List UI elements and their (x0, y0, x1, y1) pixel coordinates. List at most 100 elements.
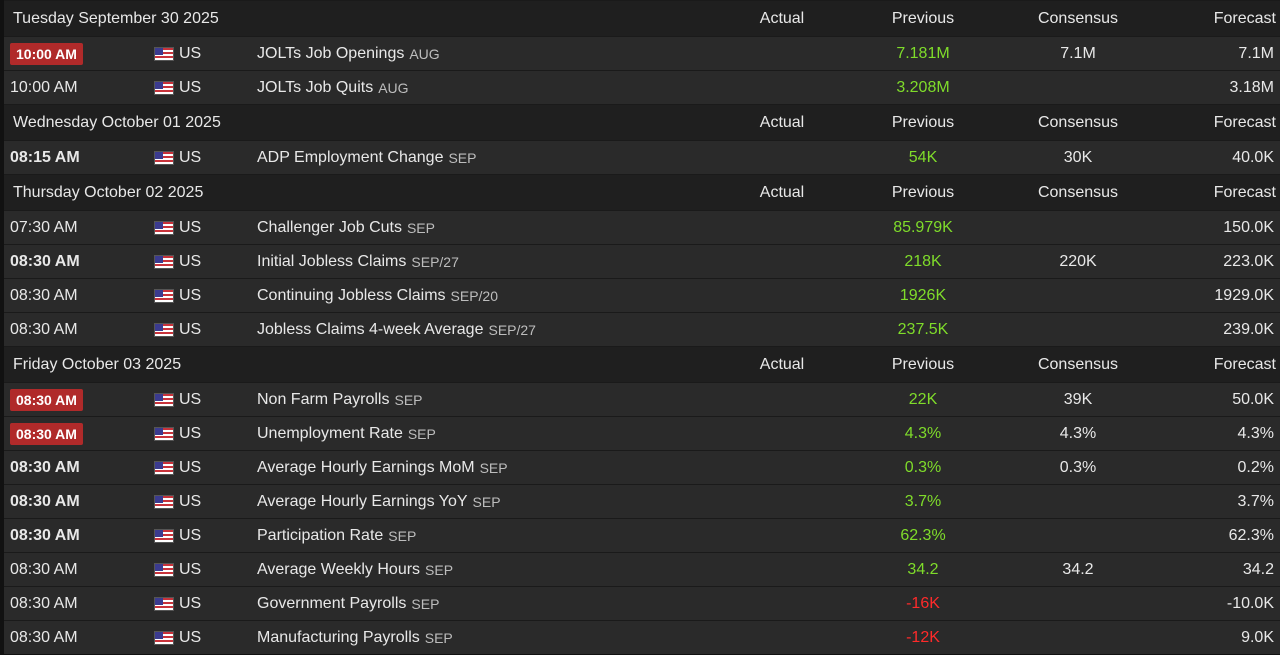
event-forecast: 0.2% (1237, 458, 1274, 476)
event-name[interactable]: Non Farm Payrolls (257, 390, 390, 408)
event-consensus: 220K (1059, 252, 1097, 270)
event-name[interactable]: Government Payrolls (257, 594, 407, 612)
event-row[interactable]: 08:30 AM US Unemployment Rate SEP 4.3% 4.3% 4.… (4, 416, 1280, 450)
event-row[interactable]: 10:00 AM US JOLTs Job Quits AUG 3.208M 3.18M (4, 70, 1280, 104)
event-time-cell: 08:30 AM (10, 587, 78, 620)
event-name[interactable]: Challenger Job Cuts (257, 218, 402, 236)
event-consensus (1004, 313, 1152, 346)
flag-cell (154, 211, 174, 244)
event-name-cell[interactable]: JOLTs Job Quits AUG (257, 71, 409, 104)
event-name-cell[interactable]: Jobless Claims 4-week Average SEP/27 (257, 313, 536, 346)
flag-cell (154, 519, 174, 552)
day-date: Thursday October 02 2025 (13, 183, 204, 201)
event-name[interactable]: Continuing Jobless Claims (257, 286, 446, 304)
event-period: SEP (406, 219, 435, 236)
event-name[interactable]: ADP Employment Change (257, 148, 444, 166)
event-name-cell[interactable]: JOLTs Job Openings AUG (257, 37, 440, 70)
event-name-cell[interactable]: Average Weekly Hours SEP (257, 553, 453, 586)
event-consensus: 39K (1063, 390, 1093, 408)
event-name[interactable]: Average Hourly Earnings YoY (257, 492, 468, 510)
event-forecast: -10.0K (1226, 594, 1274, 612)
event-forecast: 223.0K (1223, 252, 1274, 270)
event-name-cell[interactable]: Average Hourly Earnings YoY SEP (257, 485, 501, 518)
event-name-cell[interactable]: Participation Rate SEP (257, 519, 416, 552)
event-row[interactable]: 08:15 AM US ADP Employment Change SEP 54K 30K… (4, 140, 1280, 174)
event-previous: 237.5K (897, 320, 949, 338)
event-forecast: 3.18M (1229, 78, 1274, 96)
column-previous-header: Previous (891, 9, 955, 27)
day-header: Tuesday September 30 2025 Actual Previous C… (4, 0, 1280, 36)
event-name[interactable]: JOLTs Job Quits (257, 78, 374, 96)
event-row[interactable]: 08:30 AM US Initial Jobless Claims SEP/27 21… (4, 244, 1280, 278)
us-flag-icon (154, 220, 174, 235)
event-name[interactable]: Participation Rate (257, 526, 384, 544)
country-code: US (179, 78, 202, 96)
event-name[interactable]: JOLTs Job Openings (257, 44, 405, 62)
event-previous: 1926K (899, 286, 947, 304)
column-forecast-header: Forecast (1213, 183, 1276, 201)
event-row[interactable]: 08:30 AM US Average Hourly Earnings YoY SEP… (4, 484, 1280, 518)
event-time-cell: 07:30 AM (10, 211, 78, 244)
us-flag-icon (154, 46, 174, 61)
flag-cell (154, 383, 174, 416)
event-forecast: 4.3% (1237, 424, 1274, 442)
day-date: Friday October 03 2025 (13, 355, 182, 373)
event-row[interactable]: 08:30 AM US Average Weekly Hours SEP 34.2 34.… (4, 552, 1280, 586)
event-name-cell[interactable]: Manufacturing Payrolls SEP (257, 621, 453, 654)
event-consensus (1004, 211, 1152, 244)
flag-cell (154, 451, 174, 484)
event-time-cell: 08:30 AM (10, 553, 78, 586)
event-previous: 85.979K (893, 218, 953, 236)
event-consensus: 4.3% (1059, 424, 1097, 442)
event-time: 10:00 AM (10, 78, 78, 96)
event-time-cell: 08:30 AM (10, 451, 80, 484)
event-time: 08:30 AM (10, 286, 78, 304)
country-code: US (179, 526, 202, 544)
event-row[interactable]: 08:30 AM US Manufacturing Payrolls SEP -12K 9… (4, 620, 1280, 654)
event-period: SEP (388, 527, 417, 544)
event-name[interactable]: Unemployment Rate (257, 424, 403, 442)
event-time: 08:30 AM (10, 388, 83, 411)
event-name-cell[interactable]: Challenger Job Cuts SEP (257, 211, 435, 244)
event-name[interactable]: Average Hourly Earnings MoM (257, 458, 475, 476)
event-name[interactable]: Initial Jobless Claims (257, 252, 407, 270)
event-previous: 34.2 (907, 560, 939, 578)
us-flag-icon (154, 494, 174, 509)
event-row[interactable]: 08:30 AM US Continuing Jobless Claims SEP/2… (4, 278, 1280, 312)
event-name[interactable]: Manufacturing Payrolls (257, 628, 420, 646)
event-name-cell[interactable]: Continuing Jobless Claims SEP/20 (257, 279, 498, 312)
column-forecast-header: Forecast (1213, 113, 1276, 131)
event-consensus: 0.3% (1059, 458, 1097, 476)
event-row[interactable]: 07:30 AM US Challenger Job Cuts SEP 85.979K 1… (4, 210, 1280, 244)
event-row[interactable]: 10:00 AM US JOLTs Job Openings AUG 7.181M 7.1… (4, 36, 1280, 70)
column-actual-header: Actual (759, 9, 805, 27)
event-name[interactable]: Average Weekly Hours (257, 560, 421, 578)
event-forecast: 3.7% (1237, 492, 1274, 510)
column-actual-header: Actual (759, 183, 805, 201)
event-actual (704, 587, 860, 620)
us-flag-icon (154, 392, 174, 407)
event-name-cell[interactable]: Average Hourly Earnings MoM SEP (257, 451, 508, 484)
event-period: SEP (424, 629, 453, 646)
event-name-cell[interactable]: Initial Jobless Claims SEP/27 (257, 245, 459, 278)
event-name[interactable]: Jobless Claims 4-week Average (257, 320, 484, 338)
event-name-cell[interactable]: Unemployment Rate SEP (257, 417, 436, 450)
event-actual (704, 37, 860, 70)
event-time: 08:30 AM (10, 628, 78, 646)
event-name-cell[interactable]: Government Payrolls SEP (257, 587, 439, 620)
event-row[interactable]: 08:30 AM US Average Hourly Earnings MoM SEP… (4, 450, 1280, 484)
event-actual (704, 621, 860, 654)
event-previous: -16K (906, 594, 940, 612)
event-time-cell: 08:30 AM (10, 417, 83, 450)
event-name-cell[interactable]: Non Farm Payrolls SEP (257, 383, 423, 416)
country-code: US (179, 628, 202, 646)
flag-cell (154, 621, 174, 654)
event-name-cell[interactable]: ADP Employment Change SEP (257, 141, 476, 174)
event-previous: -12K (906, 628, 940, 646)
event-time: 08:30 AM (10, 492, 80, 510)
event-row[interactable]: 08:30 AM US Non Farm Payrolls SEP 22K 39K 50.0… (4, 382, 1280, 416)
event-row[interactable]: 08:30 AM US Jobless Claims 4-week Average S… (4, 312, 1280, 346)
event-row[interactable]: 08:30 AM US Government Payrolls SEP -16K -10.… (4, 586, 1280, 620)
country-code: US (179, 286, 202, 304)
event-row[interactable]: 08:30 AM US Participation Rate SEP 62.3% 62.3… (4, 518, 1280, 552)
